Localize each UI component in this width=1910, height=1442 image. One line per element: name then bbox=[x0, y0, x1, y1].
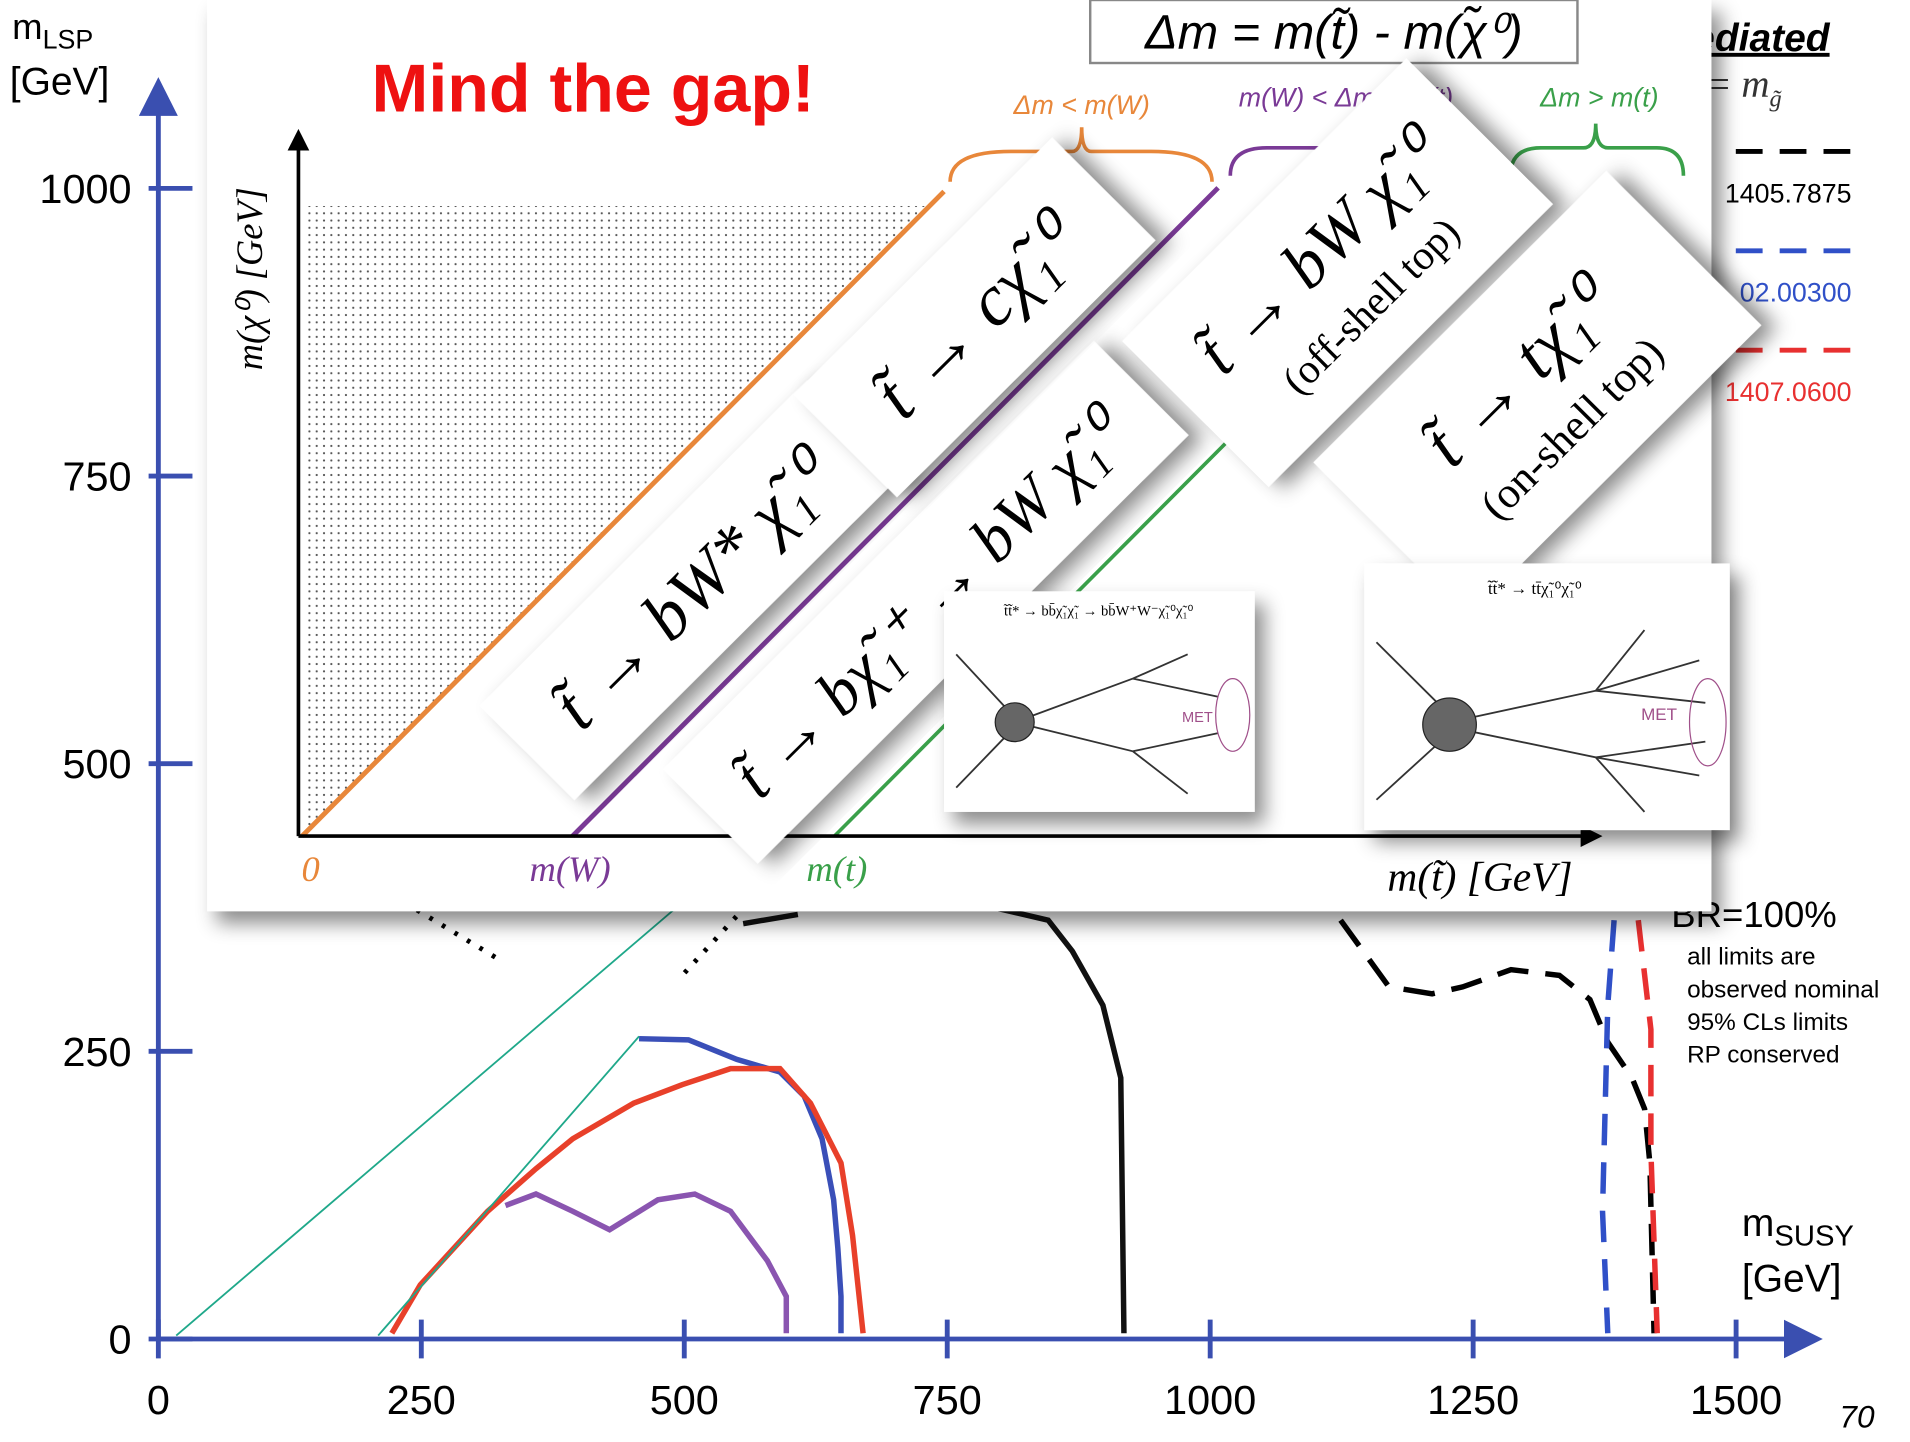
series-line bbox=[1599, 919, 1617, 1334]
card-bg bbox=[1313, 171, 1762, 617]
y-tick-label: 250 bbox=[62, 1029, 131, 1075]
series-line bbox=[175, 846, 747, 1337]
brace bbox=[1508, 123, 1686, 176]
page-number: 70 bbox=[1839, 1399, 1875, 1435]
formula: Δm = m(t̃) - m(χ̃⁰) bbox=[1144, 6, 1523, 60]
x-tick-label: 0 bbox=[147, 1377, 170, 1423]
inset-x-label: m(t̃) [GeV] bbox=[1387, 854, 1572, 901]
decay-card: t̃ → tχ̃₁⁰(on-shell top) bbox=[1313, 171, 1762, 617]
marker-label: 0 bbox=[301, 849, 319, 889]
card-bg bbox=[663, 340, 1189, 864]
note: all limits are bbox=[1687, 944, 1816, 971]
diagram-bg bbox=[1364, 563, 1730, 831]
inset: m(χ⁰) [GeV] m(t̃) [GeV] 0 m(W) m(t) Mind… bbox=[207, 0, 1762, 912]
boundary-line bbox=[570, 186, 1220, 838]
region-label: Δm < m(W) bbox=[1013, 90, 1150, 120]
marker-label: m(W) bbox=[530, 849, 611, 889]
legend-label: 02.00300 bbox=[1740, 278, 1852, 308]
x-axis-label: mSUSY bbox=[1742, 1202, 1854, 1253]
x-tick-label: 1500 bbox=[1690, 1377, 1782, 1423]
series-line bbox=[1635, 919, 1660, 1334]
feynman-diagram: t̃t̃* → tt̄χ̃₁⁰χ̃₁⁰ MET bbox=[1364, 563, 1730, 831]
diagram-lines bbox=[955, 653, 1219, 795]
y-tick-label: 0 bbox=[109, 1317, 132, 1363]
met-ellipse bbox=[1215, 677, 1251, 752]
diagram-caption: t̃t̃* → tt̄χ̃₁⁰χ̃₁⁰ bbox=[1488, 579, 1582, 598]
diagram-lines bbox=[1375, 629, 1706, 813]
header-formula: = mg̃ bbox=[1705, 63, 1782, 113]
region-label: Δm > m(t) bbox=[1539, 83, 1658, 113]
diagram-caption: t̃t̃* → bb̄χ̃₁χ̃₁ → bb̄W⁺W⁻χ̃₁⁰χ̃₁⁰ bbox=[1004, 603, 1194, 619]
formula-box bbox=[1088, 0, 1579, 65]
inset-y-label: m(χ⁰) [GeV] bbox=[230, 187, 270, 370]
legend-label: 1405.7875 bbox=[1725, 178, 1852, 208]
series-line bbox=[504, 1191, 790, 1334]
y-tick-label: 750 bbox=[62, 454, 131, 500]
y-tick-label: 1000 bbox=[39, 166, 131, 212]
x-tick-label: 250 bbox=[387, 1377, 456, 1423]
card-bg bbox=[1122, 58, 1553, 487]
x-tick-label: 1000 bbox=[1164, 1377, 1256, 1423]
y-label-main: m bbox=[12, 6, 42, 47]
feynman-diagram: t̃t̃* → bb̄χ̃₁χ̃₁ → bb̄W⁺W⁻χ̃₁⁰χ̃₁⁰ MET bbox=[944, 591, 1255, 812]
card-bg bbox=[479, 380, 902, 801]
vertex bbox=[1422, 697, 1477, 752]
series-line bbox=[638, 1035, 844, 1334]
x-label-sub: SUSY bbox=[1774, 1221, 1854, 1253]
inset-title: Mind the gap! bbox=[372, 51, 815, 127]
main-chart: mLSP [GeV] mSUSY [GeV] ediated = mg̃ BR=… bbox=[10, 6, 1880, 1435]
x-tick-label: 1250 bbox=[1427, 1377, 1519, 1423]
series-line bbox=[389, 1065, 866, 1335]
y-tick-label: 500 bbox=[62, 741, 131, 787]
series-line bbox=[377, 1035, 640, 1337]
met-ellipse bbox=[1688, 677, 1727, 767]
series-line bbox=[1338, 918, 1657, 1334]
met-label: MET bbox=[1641, 705, 1677, 724]
x-axis-unit: [GeV] bbox=[1742, 1258, 1842, 1301]
y-axis-label: mLSP bbox=[12, 6, 93, 55]
header-formula-main: = m bbox=[1705, 63, 1769, 106]
met-label: MET bbox=[1182, 710, 1213, 726]
diagram-bg bbox=[944, 591, 1255, 812]
connector bbox=[303, 840, 788, 978]
legend-label: 1407.0600 bbox=[1725, 377, 1852, 407]
decay-card: t̃ → cχ̃₁⁰ bbox=[793, 137, 1156, 498]
marker-label: m(t) bbox=[806, 849, 867, 889]
note: observed nominal bbox=[1687, 976, 1879, 1003]
x-tick-label: 750 bbox=[913, 1377, 982, 1423]
x-tick-label: 500 bbox=[650, 1377, 719, 1423]
card-bg bbox=[793, 137, 1156, 498]
decay-card: t̃ → bW χ̃₁⁰(off-shell top) bbox=[1122, 58, 1553, 487]
series-line bbox=[742, 906, 1127, 1334]
header: ediated bbox=[1693, 17, 1831, 60]
note: RP conserved bbox=[1687, 1042, 1839, 1069]
y-axis-unit: [GeV] bbox=[10, 61, 110, 104]
x-label-main: m bbox=[1742, 1202, 1774, 1245]
boundary-line bbox=[300, 189, 946, 838]
header-formula-sub: g̃ bbox=[1770, 86, 1783, 113]
brace bbox=[948, 127, 1214, 182]
note: 95% CLs limits bbox=[1687, 1009, 1848, 1036]
y-label-sub: LSP bbox=[43, 25, 94, 55]
vertex bbox=[994, 702, 1035, 743]
